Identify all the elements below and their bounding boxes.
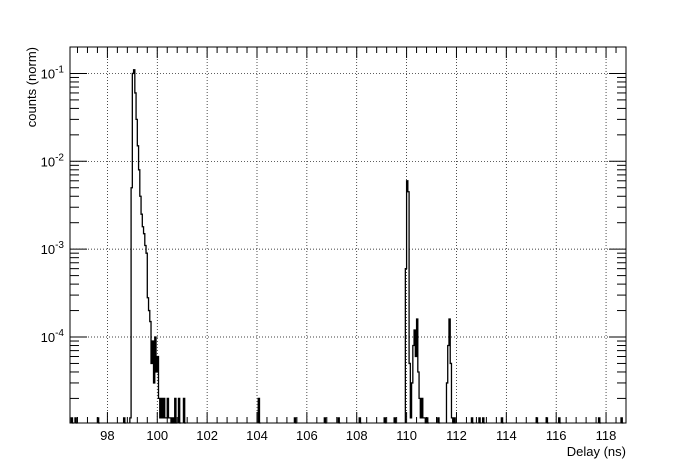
y-tick-label: 10-4 <box>41 328 65 345</box>
y-tick-label: 10-2 <box>41 152 65 169</box>
y-tick-label: 10-3 <box>41 240 65 257</box>
plot-frame <box>69 46 627 424</box>
y-tick-label: 10-1 <box>41 64 65 81</box>
y-tick-labels: 10-4 10-3 10-2 10-1 <box>41 64 65 345</box>
x-tick-label: 98 <box>100 428 114 443</box>
x-axis-title: Delay (ns) <box>567 444 626 459</box>
x-tick-label: 114 <box>496 428 517 443</box>
y-axis-title: counts (norm) <box>24 47 39 127</box>
x-tick-label: 108 <box>346 428 368 443</box>
x-tick-labels: 98 100 102 104 106 108 110 112 114 116 118 <box>100 428 616 443</box>
x-tick-label: 118 <box>596 428 617 443</box>
axis-ticks <box>70 46 626 423</box>
x-tick-label: 112 <box>446 428 467 443</box>
x-tick-label: 104 <box>246 428 268 443</box>
x-tick-label: 106 <box>296 428 318 443</box>
x-tick-label: 102 <box>196 428 218 443</box>
x-tick-label: 116 <box>546 428 567 443</box>
series-layer <box>70 69 624 424</box>
histogram-line <box>70 69 624 424</box>
x-tick-label: 100 <box>146 428 168 443</box>
x-tick-label: 110 <box>396 428 417 443</box>
